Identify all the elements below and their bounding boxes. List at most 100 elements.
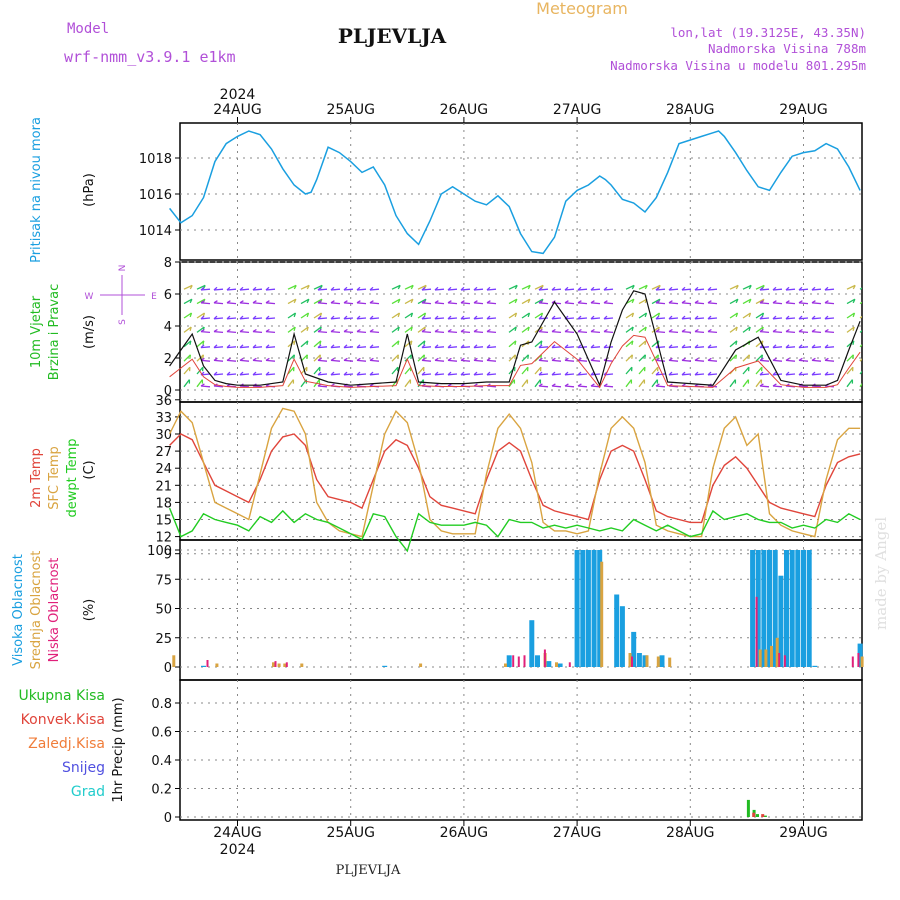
wind-arrow — [577, 385, 588, 388]
wind-arrow — [265, 346, 276, 349]
wind-arrow — [460, 330, 471, 334]
wind-arrow — [183, 366, 191, 375]
top-day-label: 24AUG — [213, 102, 262, 118]
wind-arrow-head — [655, 328, 660, 333]
wind-arrow — [603, 317, 614, 320]
cloud-bar-0 — [546, 661, 552, 667]
bottom-day-label: 25AUG — [326, 825, 375, 841]
wind-arrow — [213, 330, 224, 334]
wind-arrow — [330, 359, 341, 362]
y-tick-label: 21 — [155, 479, 172, 494]
wind-arrow-head — [798, 286, 803, 291]
wind-arrow — [356, 288, 367, 291]
wind-arrow — [508, 326, 517, 333]
wind-arrow — [811, 373, 822, 376]
wind-arrow — [668, 302, 679, 305]
wind-arrow — [755, 326, 764, 333]
wind-arrow — [651, 312, 660, 319]
wind-gust-line — [169, 334, 861, 389]
wind-arrow-head — [473, 344, 478, 349]
wind-arrow — [785, 317, 796, 320]
wind-arrow-head — [655, 286, 660, 291]
wind-arrow — [343, 373, 354, 376]
wind-arrow-head — [189, 285, 193, 290]
wind-arrow — [417, 284, 427, 290]
wind-arrow-head — [306, 312, 310, 318]
wind-arrow — [421, 359, 432, 362]
wind-arrow — [785, 288, 796, 291]
wind-arrow-head — [356, 315, 361, 320]
precip-axis-label: 1hr Precip (mm) — [111, 697, 126, 802]
wind-arrow — [798, 359, 809, 362]
wind-arrow-head — [538, 371, 543, 376]
wind-arrow — [447, 288, 458, 291]
wind-arrow-head — [772, 383, 777, 387]
wind-arrow — [668, 330, 679, 334]
wind-arrow-head — [577, 328, 582, 333]
wind-arrow — [668, 317, 679, 320]
wind-arrow — [772, 346, 783, 349]
cloud-bar-2 — [285, 662, 288, 667]
wind-barbs-group — [183, 284, 862, 388]
cloud-bar-2 — [523, 655, 526, 667]
wind-arrow — [508, 284, 518, 290]
wind-arrow — [356, 346, 367, 349]
wind-arrow-head — [330, 315, 335, 320]
top-day-label: 29AUG — [779, 102, 828, 118]
wind-arrow — [694, 373, 705, 376]
wind-arrow-head — [590, 315, 595, 320]
wind-arrow-head — [668, 328, 673, 333]
wind-arrow-head — [239, 344, 244, 349]
wind-arrow — [694, 288, 705, 291]
wind-arrow-head — [603, 344, 608, 349]
wind-arrow — [265, 317, 276, 320]
temp-line-0 — [169, 433, 861, 524]
wind-arrow — [651, 366, 659, 375]
wind-arrow-head — [369, 286, 374, 291]
wind-arrow — [534, 366, 542, 375]
wind-arrow — [824, 288, 835, 291]
wind-arrow — [252, 317, 263, 320]
y-tick-label: 6 — [164, 288, 172, 303]
wind-arrow-head — [226, 286, 231, 291]
wind-arrow-head — [447, 300, 452, 304]
bottom-day-label: 26AUG — [440, 825, 489, 841]
wind-arrow-head — [668, 300, 673, 304]
wind-arrow — [521, 354, 529, 362]
wind-arrow — [755, 340, 764, 348]
cloud-bar-0 — [614, 594, 620, 667]
wind-arrow-head — [460, 344, 465, 349]
wind-arrow — [729, 284, 739, 290]
wind-arrow-head — [213, 357, 218, 361]
wind-arrow — [707, 385, 718, 388]
wind-arrow — [625, 379, 632, 388]
wind-arrow — [668, 359, 679, 362]
wind-arrow — [317, 373, 328, 376]
wind-arrow — [729, 340, 738, 348]
wind-arrow-head — [655, 371, 660, 376]
wind-arrow — [759, 359, 770, 362]
wind-arrow — [391, 354, 399, 362]
wind-arrow — [239, 346, 250, 349]
wind-arrow-head — [707, 328, 712, 333]
wind-arrow-head — [603, 383, 608, 387]
cloud-bar-1 — [272, 662, 275, 667]
wind-arrow-head — [330, 357, 335, 361]
bottom-day-label: 27AUG — [553, 825, 602, 841]
wind-arrow — [603, 288, 614, 291]
wind-arrow — [638, 326, 647, 333]
wind-arrow-head — [824, 300, 829, 304]
wind-arrow — [239, 302, 250, 305]
wind-arrow — [681, 288, 692, 291]
y-tick-label: 100 — [147, 544, 172, 559]
wind-arrow-head — [798, 357, 803, 361]
wind-arrow-head — [213, 371, 218, 376]
wind-arrow — [200, 317, 211, 320]
wind-arrow-head — [239, 328, 244, 333]
wind-arrow — [486, 330, 497, 334]
model-label: Model — [67, 21, 109, 37]
wind-arrow-head — [317, 286, 322, 291]
wind-arrow-head — [397, 354, 400, 359]
wind-arrow — [742, 326, 751, 333]
wind-arrow — [343, 288, 354, 291]
